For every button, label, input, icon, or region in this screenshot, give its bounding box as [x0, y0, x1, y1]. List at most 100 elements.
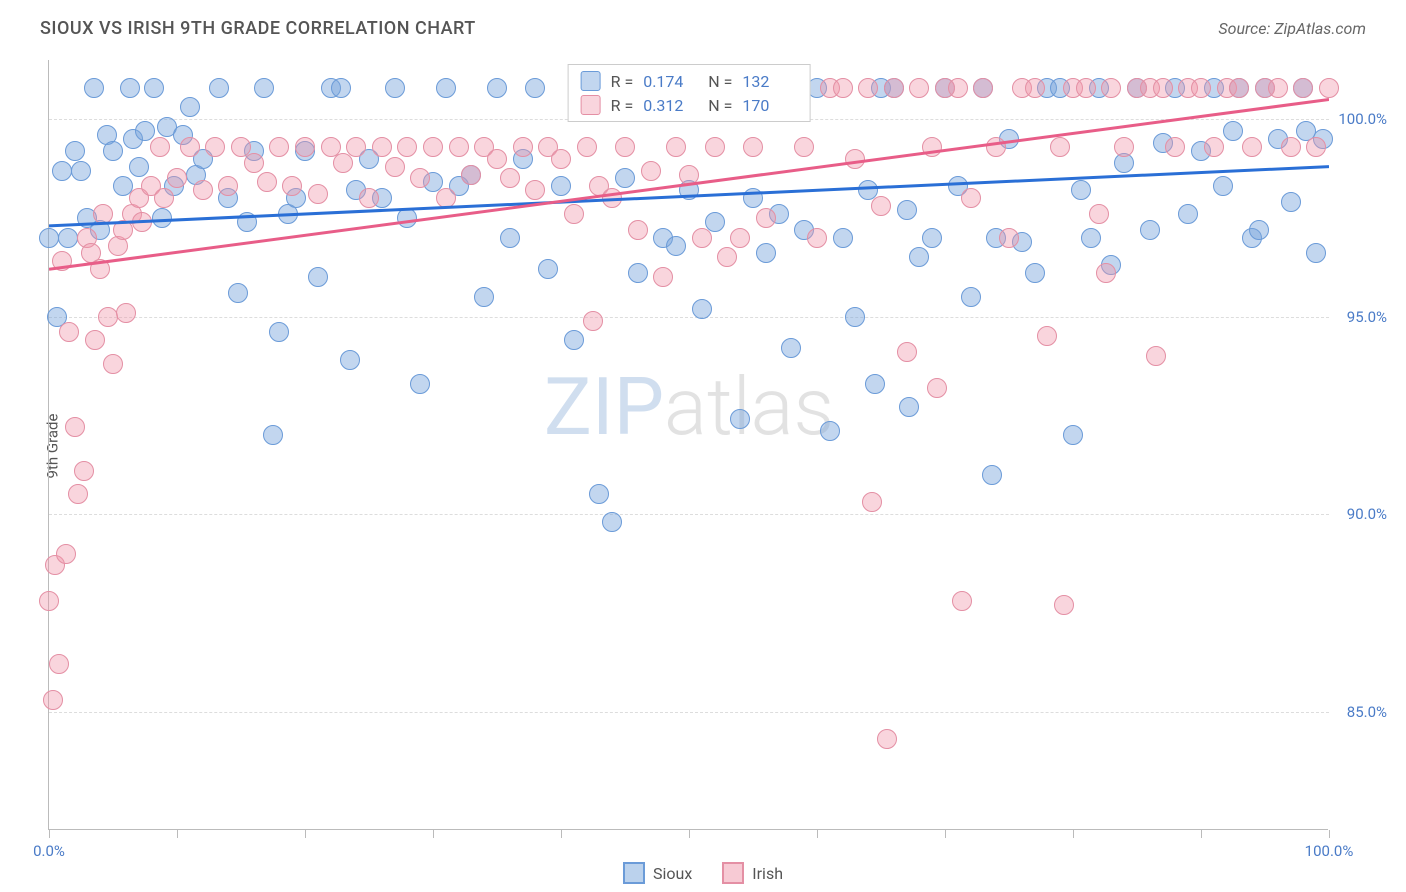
scatter-point	[1025, 78, 1045, 98]
scatter-point	[1306, 137, 1326, 157]
scatter-point	[244, 153, 264, 173]
scatter-point	[982, 465, 1002, 485]
scatter-point	[500, 168, 520, 188]
scatter-point	[909, 247, 929, 267]
scatter-point	[410, 168, 430, 188]
x-tick	[1073, 830, 1074, 838]
scatter-point	[282, 176, 302, 196]
scatter-point	[193, 180, 213, 200]
scatter-point	[228, 283, 248, 303]
scatter-point	[961, 287, 981, 307]
legend-n-value: 170	[742, 96, 797, 115]
scatter-point	[52, 161, 72, 181]
scatter-point	[340, 350, 360, 370]
scatter-point	[986, 137, 1006, 157]
scatter-point	[756, 208, 776, 228]
y-tick-label: 95.0%	[1347, 308, 1387, 326]
scatter-point	[897, 342, 917, 362]
scatter-point	[577, 137, 597, 157]
legend-r-label: R =	[611, 72, 634, 91]
scatter-point	[871, 196, 891, 216]
scatter-point	[154, 188, 174, 208]
scatter-point	[487, 149, 507, 169]
legend-label: Irish	[752, 864, 783, 883]
scatter-point	[65, 417, 85, 437]
scatter-point	[218, 176, 238, 196]
scatter-point	[833, 228, 853, 248]
scatter-point	[132, 212, 152, 232]
scatter-point	[679, 165, 699, 185]
legend-swatch	[581, 71, 601, 91]
scatter-point	[538, 259, 558, 279]
scatter-point	[756, 243, 776, 263]
scatter-point	[877, 729, 897, 749]
scatter-point	[93, 204, 113, 224]
x-tick	[433, 830, 434, 838]
scatter-point	[743, 188, 763, 208]
scatter-point	[922, 228, 942, 248]
scatter-point	[705, 137, 725, 157]
scatter-point	[730, 228, 750, 248]
scatter-point	[1249, 220, 1269, 240]
scatter-point	[513, 137, 533, 157]
scatter-point	[1213, 176, 1233, 196]
scatter-point	[1076, 78, 1096, 98]
scatter-point	[90, 259, 110, 279]
scatter-point	[525, 180, 545, 200]
x-tick	[305, 830, 306, 838]
scatter-point	[436, 188, 456, 208]
scatter-point	[865, 374, 885, 394]
x-tick-label: 100.0%	[1305, 842, 1354, 860]
scatter-point	[1293, 78, 1313, 98]
scatter-point	[1114, 137, 1134, 157]
scatter-point	[71, 161, 91, 181]
scatter-point	[295, 137, 315, 157]
scatter-point	[167, 168, 187, 188]
scatter-point	[948, 78, 968, 98]
scatter-point	[39, 228, 59, 248]
legend-n-value: 132	[742, 72, 797, 91]
plot-area: ZIPatlas R =0.174N =132R =0.312N =170 85…	[49, 60, 1329, 830]
legend-swatch	[581, 95, 601, 115]
scatter-point	[884, 78, 904, 98]
scatter-point	[1140, 220, 1160, 240]
legend-stat-row: R =0.174N =132	[581, 69, 798, 93]
scatter-point	[85, 330, 105, 350]
scatter-point	[833, 78, 853, 98]
scatter-point	[1281, 192, 1301, 212]
scatter-point	[372, 137, 392, 157]
scatter-point	[180, 97, 200, 117]
scatter-point	[74, 461, 94, 481]
scatter-point	[359, 188, 379, 208]
legend-r-value: 0.174	[643, 72, 698, 91]
scatter-point	[180, 137, 200, 157]
scatter-point	[103, 141, 123, 161]
scatter-point	[845, 149, 865, 169]
scatter-point	[135, 121, 155, 141]
scatter-point	[899, 397, 919, 417]
scatter-point	[1081, 228, 1101, 248]
scatter-point	[237, 212, 257, 232]
scatter-point	[602, 512, 622, 532]
legend-swatch	[623, 862, 645, 884]
scatter-point	[385, 78, 405, 98]
scatter-point	[385, 157, 405, 177]
scatter-point	[1054, 595, 1074, 615]
scatter-point	[269, 322, 289, 342]
scatter-point	[1025, 263, 1045, 283]
scatter-point	[973, 78, 993, 98]
scatter-point	[410, 374, 430, 394]
scatter-point	[209, 78, 229, 98]
scatter-point	[65, 141, 85, 161]
scatter-point	[254, 78, 274, 98]
watermark-zip: ZIP	[544, 360, 664, 454]
scatter-point	[1071, 180, 1091, 200]
y-gridline	[49, 317, 1329, 318]
scatter-point	[717, 247, 737, 267]
legend-n-label: N =	[708, 96, 732, 115]
scatter-point	[1268, 78, 1288, 98]
chart-container: ZIPatlas R =0.174N =132R =0.312N =170 85…	[48, 60, 1328, 830]
y-tick-label: 85.0%	[1347, 703, 1387, 721]
scatter-point	[263, 425, 283, 445]
scatter-point	[845, 307, 865, 327]
